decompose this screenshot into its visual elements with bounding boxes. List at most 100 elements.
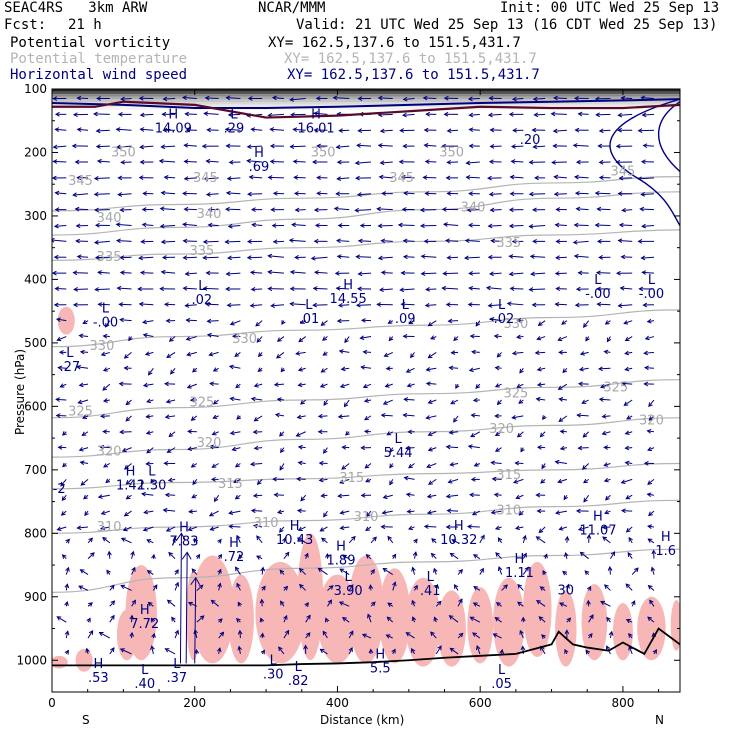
wind-arrow-head [423, 238, 429, 244]
wind-arrow-shaft [247, 160, 263, 163]
wind-arrow-shaft [599, 129, 611, 132]
wind-arrow-shaft [582, 463, 589, 470]
wind-arrow-shaft [186, 319, 197, 322]
wind-arrow-shaft [647, 478, 655, 485]
wind-arrow-shaft [403, 256, 415, 258]
wind-arrow-head [640, 255, 646, 261]
wind-arrow-shaft [609, 631, 613, 639]
wind-arrow-shaft [76, 366, 89, 369]
wind-arrow-shaft [404, 192, 415, 195]
wind-arrow-head [296, 476, 301, 482]
wind-arrow-shaft [298, 336, 306, 342]
field-pv-xy: XY= 162.5,137.6 to 151.5,431.7 [268, 35, 521, 51]
wind-arrow-head [123, 511, 129, 517]
wind-arrow-head [368, 584, 374, 590]
wind-arrow-head [493, 333, 499, 339]
wind-arrow-shaft [421, 272, 437, 275]
wind-arrow-shaft [337, 255, 350, 258]
wind-arrow-head [412, 551, 418, 557]
y-tick-label: 300 [24, 209, 47, 223]
wind-arrow-shaft [424, 144, 437, 147]
wind-arrow-shaft [206, 303, 219, 306]
wind-arrow-shaft [146, 447, 154, 454]
wind-arrow-shaft [174, 630, 179, 639]
wind-arrow-head [522, 534, 527, 540]
wind-arrow-head [296, 508, 302, 514]
wind-arrow-shaft [538, 320, 546, 326]
wind-arrow-head [488, 95, 494, 101]
wind-arrow-shaft [364, 463, 372, 469]
field-wind-xy: XY= 162.5,137.6 to 151.5,431.7 [287, 67, 540, 83]
wind-arrow-head [139, 144, 145, 150]
wind-arrow-shaft [618, 304, 633, 307]
wind-arrow-shaft [290, 145, 306, 148]
wind-arrow-head [522, 552, 527, 558]
wind-arrow-head [110, 614, 115, 620]
wind-arrow-head [511, 96, 517, 102]
wind-arrow-shaft [211, 600, 219, 607]
wind-arrow-head [620, 508, 626, 514]
wind-arrow-head [603, 349, 609, 355]
wind-arrow-head [228, 524, 234, 529]
wind-arrow-shaft [205, 97, 219, 100]
wind-arrow-head [226, 176, 232, 181]
pv-shading [493, 577, 525, 667]
wind-arrow-head [458, 568, 463, 574]
wind-arrow-head [139, 159, 145, 165]
wind-arrow-shaft [618, 239, 633, 242]
pv-extremum-type: L [498, 298, 506, 313]
pv-extremum-type: L [102, 301, 110, 316]
wind-arrow-head [94, 207, 99, 213]
wind-arrow-shaft [364, 415, 372, 421]
wind-arrow-shaft [142, 224, 154, 226]
wind-arrow-head [337, 414, 343, 419]
wind-arrow-head [100, 510, 106, 516]
wind-arrow-head [116, 285, 122, 291]
wind-arrow-head [637, 239, 643, 244]
wind-arrow-head [558, 417, 564, 422]
wind-arrow-head [278, 646, 283, 652]
y-tick-label: 100 [24, 82, 47, 96]
updraft-arrow-shaft [185, 552, 188, 664]
wind-arrow-head [99, 444, 105, 450]
wind-arrow-head [228, 510, 234, 516]
wind-arrow-head [273, 492, 279, 498]
pv-extremum-type: L [198, 279, 206, 294]
tropopause-pv-contour [52, 100, 680, 119]
wind-arrow-shaft [595, 192, 611, 195]
wind-arrow-shaft [268, 255, 284, 258]
wind-arrow-head [427, 353, 433, 359]
wind-arrow-head [322, 336, 327, 341]
wind-arrow-head [596, 301, 602, 307]
wind-arrow-head [74, 206, 80, 212]
wind-arrow-shaft [165, 415, 176, 418]
wind-arrow-head [357, 128, 363, 134]
wind-arrow-shaft [559, 526, 568, 530]
wind-arrow-shaft [145, 351, 154, 355]
wind-arrow-shaft [273, 240, 284, 243]
wind-arrow-shaft [431, 553, 437, 560]
wind-arrow-head [511, 350, 517, 356]
wind-arrow-shaft [73, 193, 89, 196]
wind-arrow-shaft [640, 208, 654, 211]
wind-arrow-shaft [321, 320, 328, 326]
wind-arrow-head [442, 271, 448, 276]
wind-arrow-shaft [647, 493, 655, 496]
wind-arrow-head [496, 400, 502, 406]
wind-arrow-head [644, 335, 650, 341]
wind-arrow-shaft [622, 382, 633, 385]
wind-arrow-head [453, 583, 459, 589]
wind-arrow-head [517, 583, 523, 589]
wind-arrow-shaft [536, 398, 546, 401]
wind-arrow-head [321, 537, 326, 543]
wind-arrow-head [160, 239, 166, 245]
wind-arrow-shaft [596, 113, 611, 116]
wind-arrow-head [360, 493, 366, 498]
wind-arrow-shaft [643, 144, 654, 147]
theta-contour-label: 350 [311, 145, 336, 160]
wind-arrow-head [381, 510, 387, 515]
wind-arrow-shaft [95, 209, 110, 211]
wind-arrow-head [294, 255, 299, 260]
wind-arrow-shaft [551, 113, 567, 115]
wind-arrow-head [217, 618, 223, 623]
